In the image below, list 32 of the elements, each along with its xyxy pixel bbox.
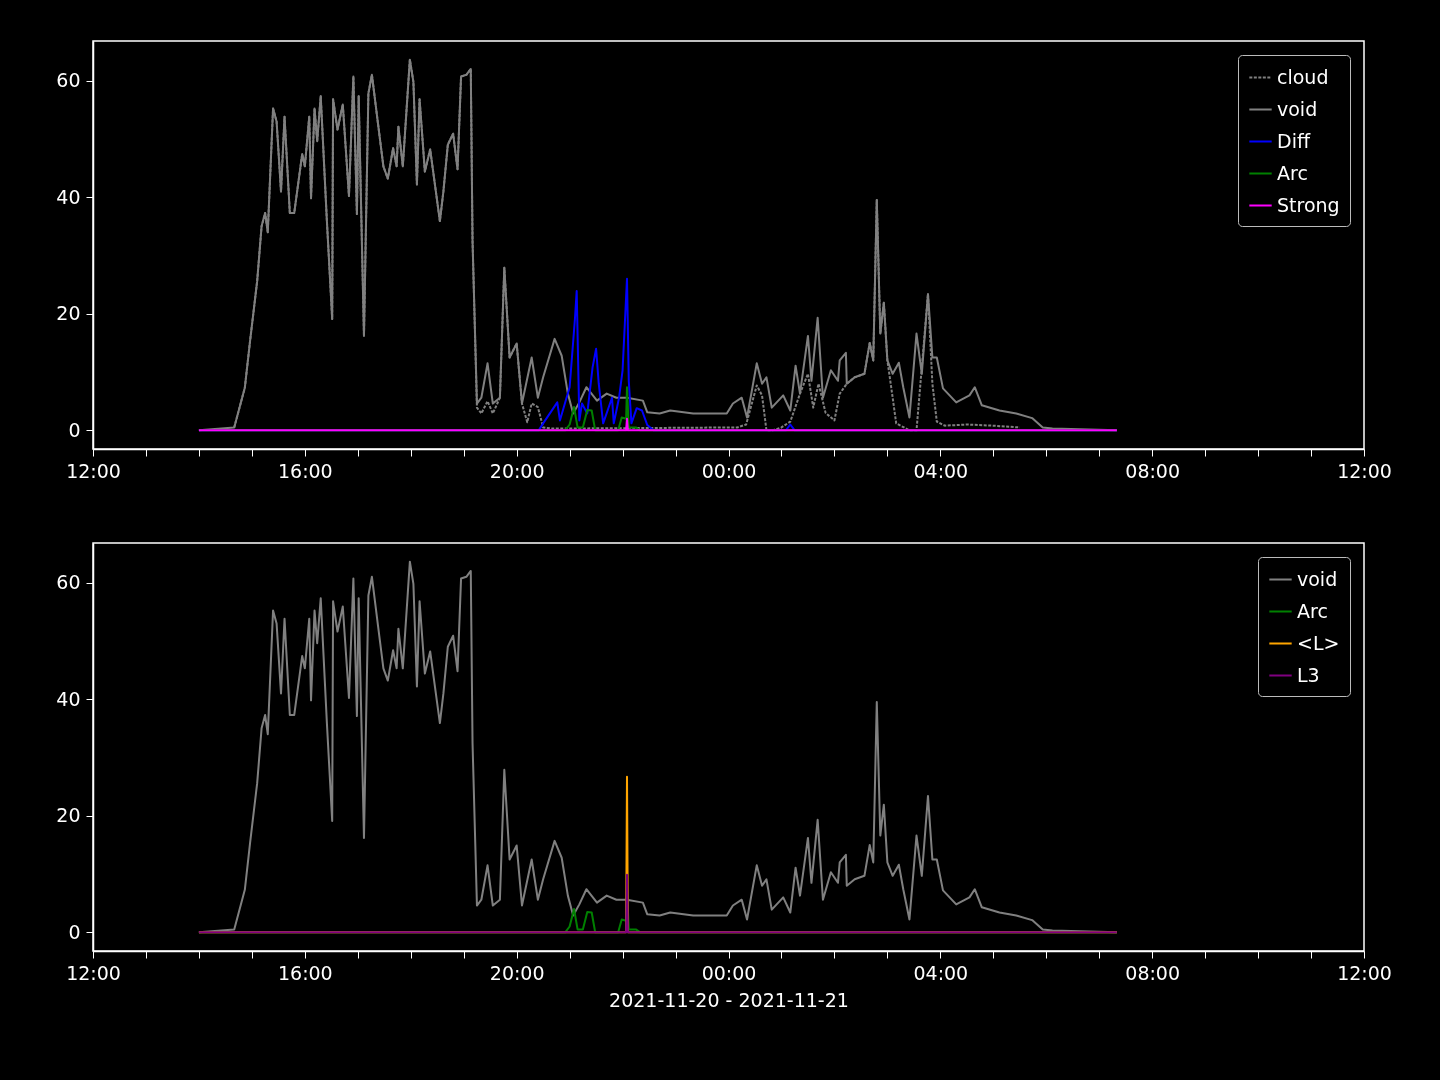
x-tick-label: 16:00 xyxy=(277,961,333,984)
legend-label: L3 xyxy=(1297,663,1320,686)
x-tick-label: 20:00 xyxy=(489,961,545,984)
legend-label: void xyxy=(1277,97,1318,120)
x-tick-label: 04:00 xyxy=(913,961,969,984)
x-tick-label: 08:00 xyxy=(1125,459,1181,482)
y-tick-label: 20 xyxy=(56,302,81,325)
x-tick-label: 12:00 xyxy=(1337,961,1392,984)
x-tick-label: 08:00 xyxy=(1125,961,1181,984)
legend-label: <L> xyxy=(1297,631,1340,654)
x-tick-label: 00:00 xyxy=(701,459,757,482)
y-tick-label: 60 xyxy=(56,571,81,594)
legend-label: void xyxy=(1297,567,1338,590)
x-tick-label: 04:00 xyxy=(913,459,969,482)
x-tick-label: 12:00 xyxy=(66,459,121,482)
x-tick-label: 16:00 xyxy=(277,459,333,482)
y-tick-label: 60 xyxy=(56,69,81,92)
x-tick-label: 12:00 xyxy=(1337,459,1392,482)
y-tick-label: 20 xyxy=(56,804,81,827)
x-tick-label: 00:00 xyxy=(701,961,757,984)
legend-label: Arc xyxy=(1277,161,1308,184)
y-tick-label: 40 xyxy=(56,687,81,710)
y-tick-label: 0 xyxy=(68,418,81,441)
x-axis-title: 2021-11-20 - 2021-11-21 xyxy=(609,988,849,1011)
legend-label: Arc xyxy=(1297,599,1328,622)
legend-label: Diff xyxy=(1277,129,1311,152)
x-tick-label: 12:00 xyxy=(66,961,121,984)
y-tick-label: 0 xyxy=(68,920,81,943)
legend-label: Strong xyxy=(1277,193,1340,216)
legend-label: cloud xyxy=(1277,65,1329,88)
x-tick-label: 20:00 xyxy=(489,459,545,482)
y-tick-label: 40 xyxy=(56,185,81,208)
